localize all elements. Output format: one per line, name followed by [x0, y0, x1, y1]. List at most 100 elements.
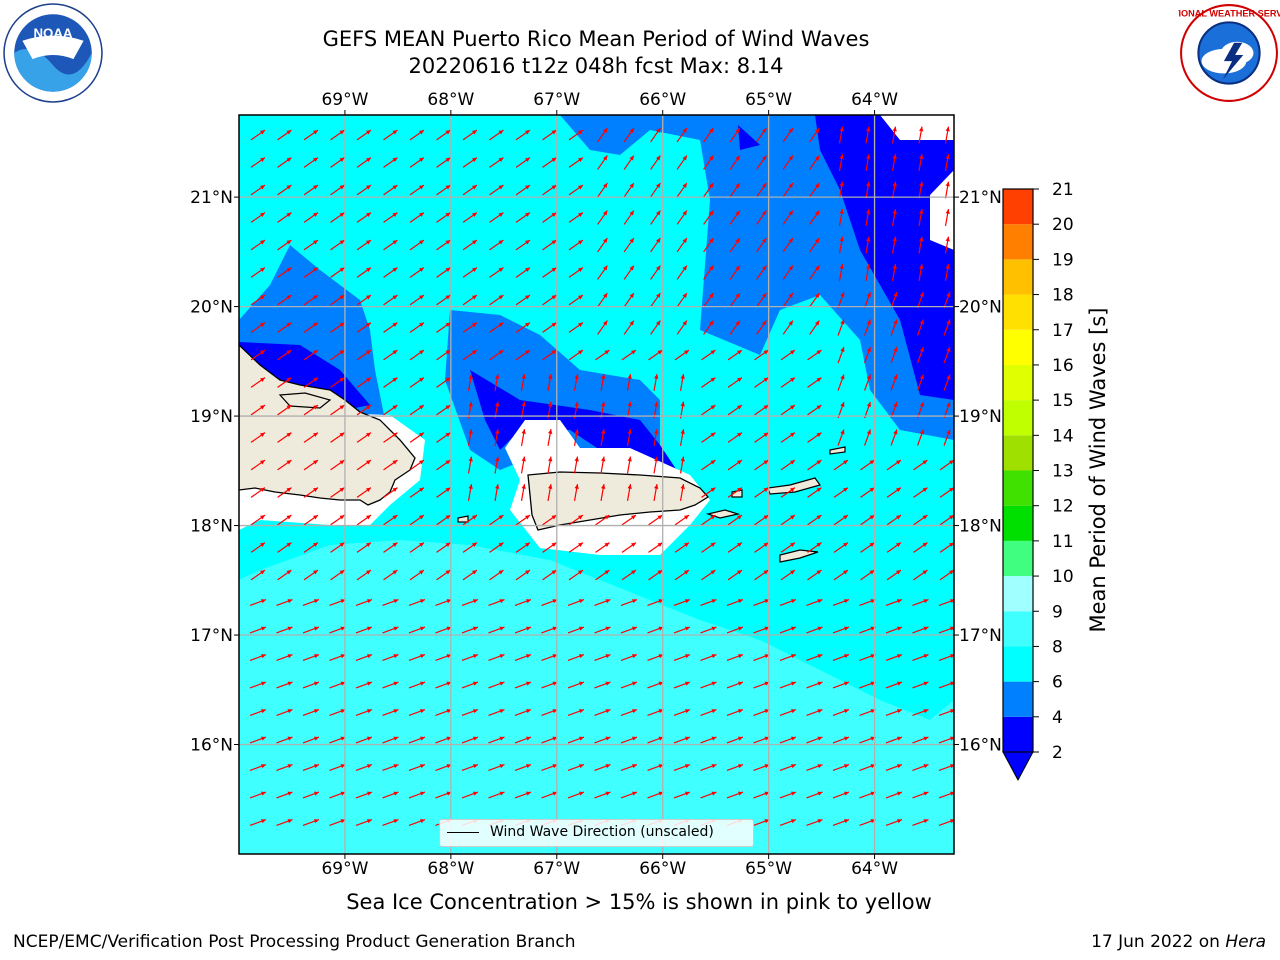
wave-arrow-head — [605, 709, 611, 714]
wave-arrow-head — [366, 460, 371, 465]
wave-arrow-head — [656, 238, 661, 243]
wave-arrow-head — [340, 626, 346, 631]
wave-arrow-head — [629, 293, 634, 298]
wave-arrow-head — [579, 681, 584, 686]
colorbar-segment — [1003, 329, 1033, 365]
wave-arrow-head — [578, 322, 583, 327]
land-virgin-islands — [767, 477, 821, 495]
footer-branch: NCEP/EMC/Verification Post Processing Pr… — [13, 932, 576, 952]
colorbar-segment — [1003, 681, 1033, 717]
wave-arrow-head — [763, 377, 769, 382]
wave-arrow-head — [763, 350, 769, 355]
wave-arrow-head — [839, 264, 844, 269]
wave-arrow-head — [840, 429, 845, 435]
wave-arrow-head — [472, 295, 477, 300]
wave-arrow-head — [605, 599, 611, 604]
wave-arrow-head — [260, 377, 265, 382]
wave-arrow-head — [682, 320, 687, 326]
wave-arrow-head — [654, 401, 659, 407]
wave-arrow-head — [897, 736, 902, 741]
wave-arrow-head — [603, 128, 608, 133]
wave-arrow-head — [468, 484, 473, 489]
wave-arrow-head — [897, 599, 902, 604]
lat-label-right: 21°N — [959, 188, 1002, 208]
wave-arrow-head — [656, 183, 661, 188]
wave-arrow-head — [445, 487, 451, 492]
mask-northeast-corner — [880, 115, 954, 140]
wave-arrow-head — [627, 374, 632, 379]
lon-label-bottom: 65°W — [745, 859, 792, 879]
wave-arrow-head — [473, 654, 478, 659]
wave-arrow-head — [366, 130, 371, 135]
wave-arrow-head — [498, 130, 504, 135]
wave-arrow-head — [710, 350, 716, 355]
wave-arrow-head — [816, 542, 822, 547]
wave-arrow-head — [892, 236, 897, 242]
wave-arrow-head — [654, 456, 659, 462]
wave-arrow-head — [313, 570, 318, 575]
wave-arrow-head — [949, 542, 954, 547]
wave-arrow-head — [578, 350, 583, 355]
wave-arrow-head — [260, 295, 265, 300]
wave-arrow-head — [499, 681, 505, 686]
wave-arrow-head — [366, 515, 371, 520]
wave-arrow-head — [601, 374, 606, 379]
lon-label-bottom: 68°W — [427, 859, 474, 879]
wave-arrow-head — [473, 626, 478, 631]
wave-arrow-head — [711, 791, 717, 796]
wave-arrow-head — [445, 432, 451, 437]
wave-arrow-head — [393, 681, 399, 686]
wave-arrow-head — [735, 320, 740, 326]
wave-arrow-head — [472, 267, 477, 272]
wave-arrow-head — [419, 542, 424, 547]
wave-arrow-head — [869, 460, 875, 465]
wave-arrow-head — [525, 267, 530, 272]
contour-lt2-small — [738, 125, 760, 150]
wave-arrow-head — [367, 654, 372, 659]
chart-subtitle: 20220616 t12z 048h fcst Max: 8.14 — [408, 54, 784, 78]
wave-arrow-head — [923, 736, 929, 741]
colorbar-tick-label: 11 — [1052, 532, 1074, 552]
wave-arrow-head — [710, 377, 716, 382]
wave-arrow-head — [762, 320, 767, 326]
lat-lon-grid — [239, 115, 954, 854]
wave-arrow-head — [949, 487, 954, 492]
wave-arrow-head — [946, 347, 951, 352]
wave-arrow-head — [445, 542, 451, 547]
wave-arrow-head — [578, 240, 583, 245]
wave-arrow-head — [521, 374, 526, 379]
wave-arrow-head — [897, 681, 902, 686]
wave-arrow-head — [680, 374, 685, 379]
colorbar-segment — [1003, 646, 1033, 682]
colorbar-tick-label: 20 — [1052, 215, 1074, 235]
wave-arrow-head — [601, 429, 606, 434]
wave-arrow-head — [526, 736, 531, 741]
wave-arrow-head — [314, 654, 319, 659]
wave-arrow-head — [472, 515, 477, 520]
wave-arrow-head — [682, 128, 687, 133]
wave-arrow-head — [685, 736, 690, 741]
wave-arrow-head — [499, 654, 505, 659]
wave-arrow-head — [419, 295, 424, 300]
wave-arrow-head — [314, 709, 319, 714]
wave-arrow-head — [393, 791, 399, 796]
wave-arrow-head — [445, 405, 451, 410]
wave-arrow-head — [340, 764, 346, 769]
wave-arrow-head — [313, 515, 318, 520]
wave-arrow-head — [737, 377, 742, 382]
wave-arrow-head — [286, 405, 292, 410]
wave-arrow-head — [923, 654, 929, 659]
wave-arrow-head — [950, 819, 954, 824]
wave-arrow-head — [393, 654, 399, 659]
wave-arrow-head — [526, 791, 531, 796]
wave-arrow-head — [869, 515, 875, 520]
wave-arrow-head — [654, 484, 659, 489]
lon-label-top: 66°W — [639, 90, 686, 110]
wave-arrow-head — [946, 319, 951, 325]
wave-arrow-head — [788, 265, 793, 271]
wave-arrow-head — [473, 599, 478, 604]
wave-arrow-head — [601, 484, 606, 489]
wave-arrow-head — [286, 460, 292, 465]
wave-arrow-head — [605, 736, 611, 741]
colorbar-extend-triangle — [1002, 751, 1034, 782]
